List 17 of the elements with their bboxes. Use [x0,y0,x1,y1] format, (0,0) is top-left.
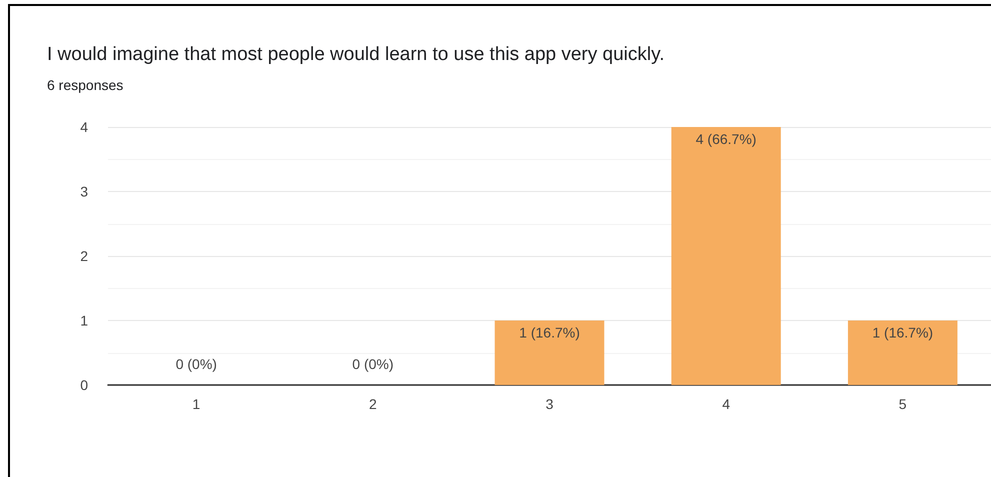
y-tick-label: 2 [80,248,88,264]
chart-title: I would imagine that most people would learn to use this app very quickly. [47,44,664,65]
data-label: 1 (16.7%) [519,324,580,340]
y-tick-label: 1 [80,312,88,328]
x-tick-label: 5 [898,396,907,412]
data-label: 1 (16.7%) [872,324,934,340]
x-tick-label: 1 [192,396,200,412]
data-label: 0 (0%) [176,356,217,372]
y-tick-label: 0 [80,377,88,393]
data-label: 0 (0%) [352,356,394,372]
x-tick-label: 3 [546,396,554,412]
x-tick-label: 2 [369,396,377,412]
x-tick-label: 4 [722,396,730,412]
chart-subtitle: 6 responses [47,77,124,93]
data-label: 4 (66.7%) [696,131,756,147]
y-tick-label: 4 [80,119,88,135]
y-tick-label: 3 [80,184,88,200]
